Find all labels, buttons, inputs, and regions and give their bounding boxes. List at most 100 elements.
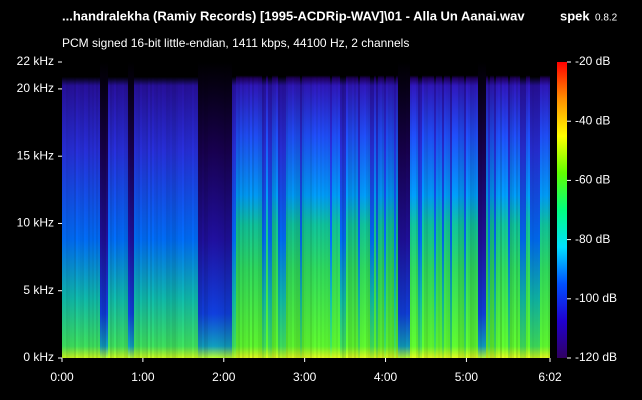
spectrogram-column xyxy=(178,62,180,358)
spectrogram-column xyxy=(344,62,346,358)
spectrogram-column xyxy=(362,62,364,358)
spectrogram-column xyxy=(148,62,150,358)
spectrogram-column xyxy=(348,62,350,358)
spectrogram-column xyxy=(480,62,482,358)
spectrogram-column xyxy=(496,62,498,358)
spectrogram-column xyxy=(152,62,154,358)
spectrogram-column xyxy=(198,62,200,358)
spectrogram-column xyxy=(212,62,214,358)
spectrogram-column xyxy=(276,62,278,358)
spectrogram-column xyxy=(510,62,512,358)
spectrogram-column xyxy=(298,62,300,358)
spectrogram-column xyxy=(116,62,118,358)
spectrogram-column xyxy=(194,62,196,358)
spectrogram-column xyxy=(432,62,434,358)
spectrogram-column xyxy=(182,62,184,358)
spectrogram xyxy=(62,62,550,358)
y-tick-label: 15 kHz xyxy=(17,148,54,162)
spectrogram-column xyxy=(90,62,92,358)
spectrogram-column xyxy=(478,62,480,358)
x-tick-label: 2:00 xyxy=(212,370,236,384)
spectrogram-column xyxy=(202,62,204,358)
spectrogram-column xyxy=(162,62,164,358)
spectrogram-column xyxy=(334,62,336,358)
spectrogram-column xyxy=(294,62,296,358)
spectrogram-column xyxy=(154,62,156,358)
spectrogram-column xyxy=(394,62,396,358)
spectrogram-column xyxy=(484,62,486,358)
spectrogram-column xyxy=(240,62,242,358)
spectrogram-column xyxy=(408,62,410,358)
spectrogram-column xyxy=(352,62,354,358)
spectrogram-column xyxy=(302,62,304,358)
spectrogram-column xyxy=(506,62,508,358)
spectrogram-column xyxy=(502,62,504,358)
spectrogram-column xyxy=(420,62,422,358)
spectrogram-column xyxy=(300,62,302,358)
spectrogram-column xyxy=(172,62,174,358)
spectrogram-column xyxy=(268,62,270,358)
spectrogram-column xyxy=(320,62,322,358)
spectrogram-column xyxy=(174,62,176,358)
spectrogram-column xyxy=(444,62,446,358)
x-tick-label: 4:00 xyxy=(374,370,398,384)
spectrogram-column xyxy=(456,62,458,358)
spectrogram-column xyxy=(166,62,168,358)
spectrogram-column xyxy=(454,62,456,358)
spectrogram-column xyxy=(430,62,432,358)
spectrogram-column xyxy=(402,62,404,358)
spectrogram-column xyxy=(262,62,264,358)
spectrogram-column xyxy=(288,62,290,358)
spectrogram-column xyxy=(380,62,382,358)
colorbar-tick-label: -20 dB xyxy=(575,54,610,68)
spectrogram-column xyxy=(404,62,406,358)
x-tick-label: 5:00 xyxy=(455,370,479,384)
spectrogram-column xyxy=(244,62,246,358)
spectrogram-column xyxy=(316,62,318,358)
spectrogram-column xyxy=(290,62,292,358)
spectrogram-column xyxy=(412,62,414,358)
spectrogram-column xyxy=(308,62,310,358)
spectrogram-column xyxy=(278,62,280,358)
spectrogram-column xyxy=(138,62,140,358)
spectrogram-column xyxy=(370,62,372,358)
spectrogram-column xyxy=(438,62,440,358)
spectrogram-column xyxy=(418,62,420,358)
spectrogram-column xyxy=(296,62,298,358)
spectrogram-column xyxy=(188,62,190,358)
spectrogram-column xyxy=(286,62,288,358)
spectrogram-column xyxy=(318,62,320,358)
spectrogram-column xyxy=(312,62,314,358)
spectrogram-column xyxy=(514,62,516,358)
spectrogram-column xyxy=(382,62,384,358)
spectrogram-column xyxy=(326,62,328,358)
spectrogram-column xyxy=(206,62,208,358)
spectrogram-column xyxy=(264,62,266,358)
spectrogram-column xyxy=(146,62,148,358)
spectrogram-column xyxy=(176,62,178,358)
spectrogram-column xyxy=(248,62,250,358)
spectrogram-column xyxy=(390,62,392,358)
spectrogram-column xyxy=(186,62,188,358)
spectrogram-column xyxy=(306,62,308,358)
spectrogram-column xyxy=(360,62,362,358)
spectrogram-column xyxy=(70,62,72,358)
spectrogram-column xyxy=(78,62,80,358)
spectrogram-column xyxy=(196,62,198,358)
spectrogram-column xyxy=(526,62,528,358)
spectrogram-column xyxy=(338,62,340,358)
spectrogram-column xyxy=(104,62,106,358)
spectrogram-column xyxy=(356,62,358,358)
spectrogram-column xyxy=(130,62,132,358)
spectrogram-column xyxy=(436,62,438,358)
spectrogram-column xyxy=(366,62,368,358)
spectrogram-column xyxy=(74,62,76,358)
spectrogram-column xyxy=(102,62,104,358)
spectrogram-column xyxy=(528,62,530,358)
spectrogram-column xyxy=(328,62,330,358)
spectrogram-column xyxy=(498,62,500,358)
spectrogram-column xyxy=(164,62,166,358)
spectrogram-column xyxy=(486,62,488,358)
spectrogram-column xyxy=(144,62,146,358)
